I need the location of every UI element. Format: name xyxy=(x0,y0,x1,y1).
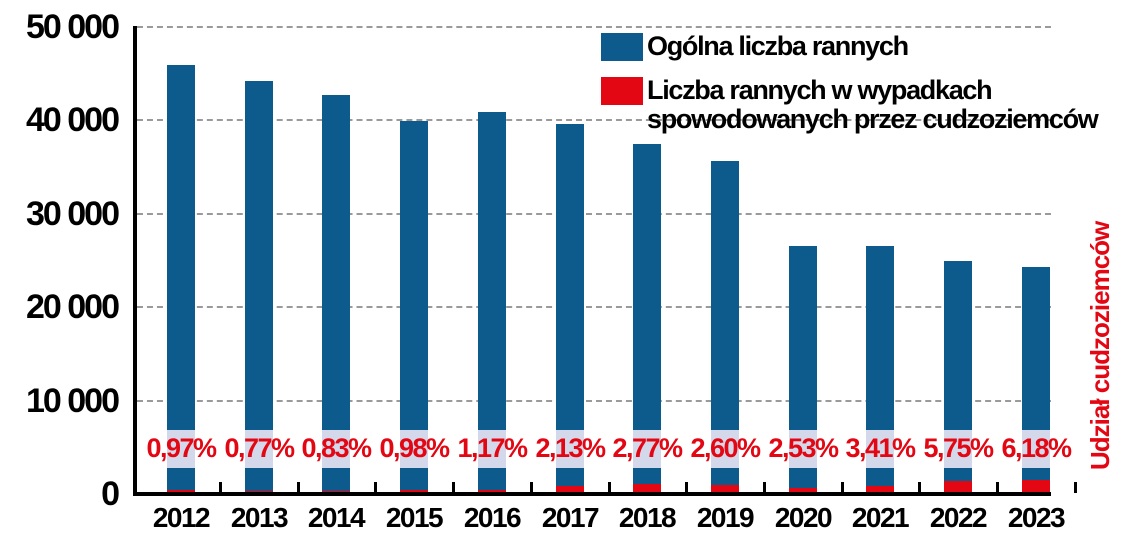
x-tick-mark xyxy=(841,482,844,493)
legend-swatch-red xyxy=(601,77,643,105)
share-label-2020: 2,53% xyxy=(768,433,839,463)
label-band-2017 xyxy=(556,430,584,468)
share-label-2019: 2,60% xyxy=(690,433,761,463)
x-tick-2021: 2021 xyxy=(851,502,910,533)
x-tick-2013: 2013 xyxy=(230,502,289,533)
label-band-2014 xyxy=(322,430,350,468)
x-tick-2016: 2016 xyxy=(463,502,522,533)
x-tick-mark xyxy=(685,482,688,493)
label-band-2021 xyxy=(866,430,894,468)
share-label-2021: 3,41% xyxy=(845,433,916,463)
bar-total-2013 xyxy=(245,81,273,494)
share-label-2016: 1,17% xyxy=(457,433,528,463)
label-band-2019 xyxy=(711,430,739,468)
x-tick-2023: 2023 xyxy=(1007,502,1066,533)
share-label-2014: 0,83% xyxy=(301,433,372,463)
label-band-2023 xyxy=(1022,430,1050,468)
label-band-2022 xyxy=(944,430,972,468)
gridline xyxy=(137,213,1051,215)
x-tick-mark xyxy=(297,482,300,493)
x-tick-mark xyxy=(918,482,921,493)
share-label-2012: 0,97% xyxy=(146,433,217,463)
x-tick-mark xyxy=(374,482,377,493)
legend-label-foreigners-line2: spowodowanych przez cudzoziemców xyxy=(647,104,1099,134)
foreigner-share-axis-label: Udział cudzoziemców xyxy=(1085,221,1115,470)
bar-foreigners-2017 xyxy=(556,486,584,494)
bar-foreigners-2020 xyxy=(789,487,817,494)
y-tick-40000: 40 000 xyxy=(26,101,120,139)
x-tick-2022: 2022 xyxy=(929,502,988,533)
x-tick-mark xyxy=(996,482,999,493)
x-tick-2015: 2015 xyxy=(385,502,444,533)
legend-swatch-blue xyxy=(601,33,643,61)
x-tick-2019: 2019 xyxy=(696,502,755,533)
share-label-2023: 6,18% xyxy=(1001,433,1072,463)
share-label-2022: 5,75% xyxy=(923,433,994,463)
y-tick-50000: 50 000 xyxy=(26,8,120,46)
x-tick-2012: 2012 xyxy=(152,502,211,533)
y-tick-20000: 20 000 xyxy=(26,288,120,326)
bar-foreigners-2022 xyxy=(944,480,972,494)
y-tick-10000: 10 000 xyxy=(26,382,120,420)
label-band-2012 xyxy=(167,430,195,468)
x-tick-2020: 2020 xyxy=(774,502,833,533)
bar-total-2014 xyxy=(322,95,350,494)
label-band-2015 xyxy=(400,430,428,468)
gridline xyxy=(137,400,1051,402)
x-tick-mark xyxy=(219,482,222,493)
label-band-2013 xyxy=(245,430,273,468)
bar-foreigners-2019 xyxy=(711,485,739,494)
x-tick-2014: 2014 xyxy=(307,502,366,533)
legend-label-total: Ogólna liczba rannych xyxy=(647,31,909,61)
bar-foreigners-2012 xyxy=(167,489,195,494)
x-tick-mark xyxy=(763,482,766,493)
x-tick-2017: 2017 xyxy=(541,502,600,533)
x-tick-mark xyxy=(608,482,611,493)
x-tick-mark xyxy=(530,482,533,493)
x-tick-mark xyxy=(452,482,455,493)
share-label-2018: 2,77% xyxy=(612,433,683,463)
share-label-2015: 0,98% xyxy=(379,433,450,463)
gridline xyxy=(137,26,1051,28)
bar-foreigners-2016 xyxy=(478,489,506,494)
x-tick-2018: 2018 xyxy=(618,502,677,533)
label-band-2018 xyxy=(633,430,661,468)
y-axis-line xyxy=(133,26,137,496)
y-tick-30000: 30 000 xyxy=(26,195,120,233)
bar-foreigners-2018 xyxy=(633,484,661,494)
share-label-2017: 2,13% xyxy=(535,433,606,463)
label-band-2020 xyxy=(789,430,817,468)
y-tick-0: 0 xyxy=(101,475,120,513)
x-tick-mark xyxy=(1074,482,1077,493)
x-axis-line xyxy=(133,492,1051,496)
share-label-2013: 0,77% xyxy=(224,433,295,463)
legend-label-foreigners-line1: Liczba rannych w wypadkach xyxy=(647,75,993,105)
gridline xyxy=(137,119,1051,121)
bar-foreigners-2021 xyxy=(866,485,894,494)
bar-foreigners-2023 xyxy=(1022,479,1050,494)
label-band-2016 xyxy=(478,430,506,468)
bar-total-2012 xyxy=(167,65,195,494)
gridline xyxy=(137,306,1051,308)
